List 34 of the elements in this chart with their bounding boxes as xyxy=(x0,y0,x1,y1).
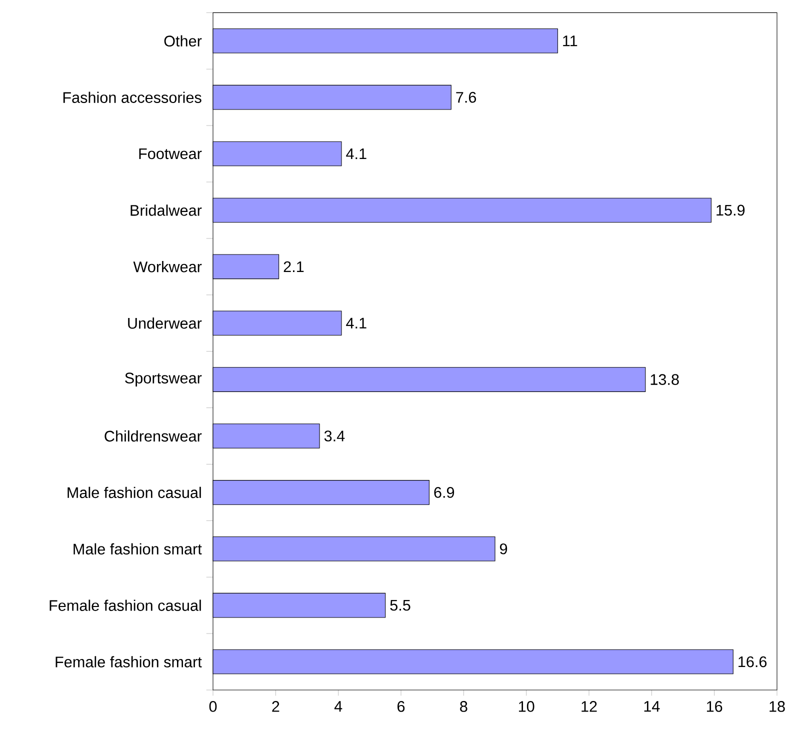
data-label: 7.6 xyxy=(456,92,476,103)
x-tick-label: 0 xyxy=(209,701,217,712)
data-label: 6.9 xyxy=(434,487,454,498)
x-tick-label: 2 xyxy=(272,701,280,712)
y-tick-label: Female fashion smart xyxy=(56,656,202,668)
data-label: 4.1 xyxy=(346,148,366,160)
data-label: 5.5 xyxy=(390,600,410,611)
y-tick-label: Workwear xyxy=(133,261,202,272)
x-tick-label: 6 xyxy=(398,701,405,712)
data-label: 2.1 xyxy=(284,261,304,272)
y-tick-label: Female fashion casual xyxy=(50,600,201,611)
data-label: 3.4 xyxy=(324,430,345,442)
data-label: 4.1 xyxy=(346,318,366,328)
y-tick-label: Underwear xyxy=(128,317,202,329)
y-tick-label: Footwear xyxy=(139,148,202,160)
x-tick-label: 12 xyxy=(582,701,597,712)
y-tick-label: Sportswear xyxy=(125,372,202,386)
data-label: 9 xyxy=(500,543,508,554)
data-label: 11 xyxy=(563,36,578,46)
x-tick-label: 16 xyxy=(706,701,722,712)
x-tick-label: 18 xyxy=(770,701,785,712)
data-label: 16.6 xyxy=(738,656,767,668)
y-tick-label: Fashion accessories xyxy=(63,92,202,103)
y-tick-label: Childrenswear xyxy=(104,430,202,442)
data-label: 15.9 xyxy=(716,204,745,216)
x-tick-label: 14 xyxy=(644,701,660,712)
y-tick-label: Male fashion casual xyxy=(68,486,201,498)
x-tick-label: 8 xyxy=(460,701,468,712)
x-tick-label: 4 xyxy=(334,701,342,712)
data-label: 13.8 xyxy=(650,374,679,385)
y-tick-label: Male fashion smart xyxy=(74,543,202,555)
y-tick-label: Bridalwear xyxy=(130,204,202,216)
x-tick-label: 10 xyxy=(518,701,534,712)
y-tick-label: Other xyxy=(164,35,202,47)
